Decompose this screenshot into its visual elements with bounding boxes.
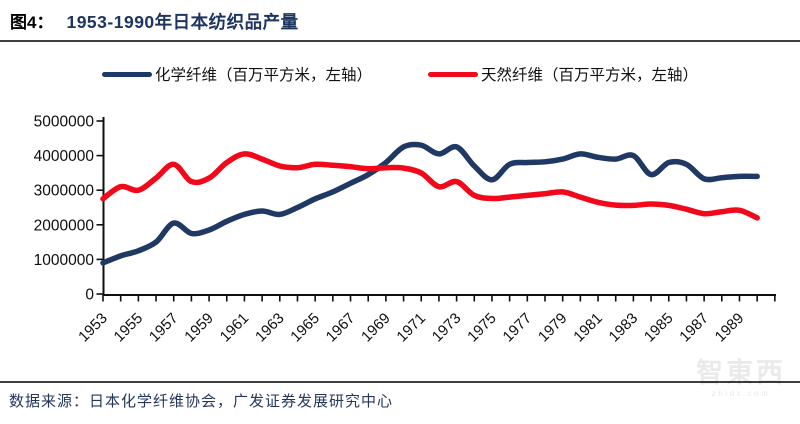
chemical-fiber-line-swatch [101,71,152,77]
x-tick-label: 1975 [464,310,500,346]
series-lines [100,141,760,266]
legend-item-natural-fiber: 天然纤维（百万平方米，左轴） [428,63,698,85]
x-axis-ticks [102,295,776,302]
y-tick-label: 4000000 [34,148,95,165]
x-tick-label: 1955 [111,310,147,346]
x-tick-label: 1985 [641,310,677,346]
legend-item-chemical-fiber: 化学纤维（百万平方米，左轴） [101,63,372,85]
x-tick-label: 1965 [287,310,323,346]
legend-label-natural-fiber: 天然纤维（百万平方米，左轴） [481,67,699,84]
legend-label-chemical-fiber: 化学纤维（百万平方米，左轴） [154,67,372,84]
x-tick-label: 1969 [358,310,394,346]
x-axis: 1953 1955 1957 1959 1961 1963 1965 1967 … [75,294,776,346]
y-axis-labels: 5000000 4000000 3000000 2000000 1000000 … [34,114,95,304]
y-tick-label: 3000000 [34,183,95,200]
x-tick-label: 1957 [146,310,182,346]
x-tick-label: 1961 [217,310,253,346]
data-source-text: 数据来源：日本化学纤维协会，广发证券发展研究中心 [9,394,394,410]
x-tick-label: 1967 [323,310,359,346]
series-natural-fiber-line [100,151,760,221]
x-tick-label: 1989 [712,310,748,346]
x-tick-label: 1981 [570,310,606,346]
title-divider [0,40,800,42]
chart-legend: 化学纤维（百万平方米，左轴） 天然纤维（百万平方米，左轴） [0,63,800,85]
x-tick-label: 1959 [181,310,217,346]
natural-fiber-line-swatch [428,71,478,77]
x-tick-label: 1973 [429,310,465,346]
watermark-subtext: zhidx.com [711,389,771,398]
watermark: 智東西 zhidx.com [696,360,786,398]
x-tick-label: 1963 [252,310,288,346]
y-tick-label: 5000000 [34,114,95,131]
footer-divider [0,381,800,383]
x-tick-label: 1971 [393,310,429,346]
x-tick-label: 1987 [676,310,712,346]
line-chart: 5000000 4000000 3000000 2000000 1000000 … [34,114,776,346]
y-axis-ticks [96,120,104,295]
x-tick-label: 1953 [75,310,111,346]
figure-title: 1953-1990年日本纺织品产量 [66,12,299,32]
y-axis: 5000000 4000000 3000000 2000000 1000000 … [34,114,105,304]
figure-title-row: 图4： 1953-1990年日本纺织品产量 [10,8,299,34]
figure-number: 图4： [10,13,54,32]
x-tick-label: 1977 [500,310,536,346]
series-chemical-fiber-line [100,141,760,266]
x-tick-label: 1979 [535,310,571,346]
y-tick-label: 0 [85,287,94,304]
y-tick-label: 1000000 [34,252,95,269]
watermark-logo-text: 智東西 [696,358,786,388]
x-tick-label: 1983 [606,310,642,346]
x-axis-labels: 1953 1955 1957 1959 1961 1963 1965 1967 … [75,310,747,346]
y-tick-label: 2000000 [34,217,95,234]
